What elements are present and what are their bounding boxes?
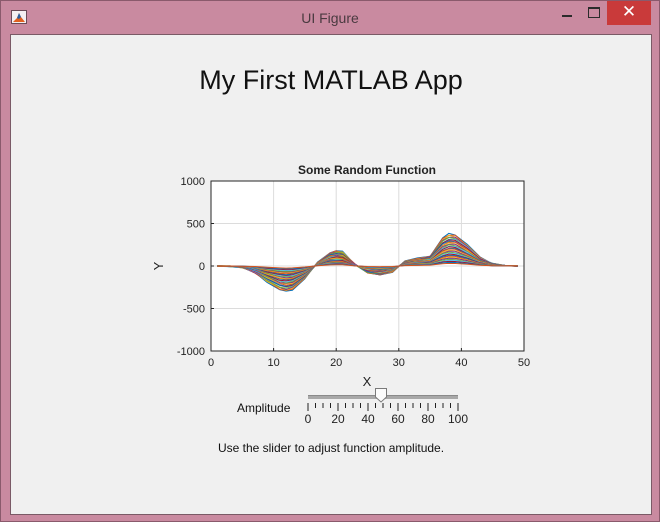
amplitude-slider-thumb[interactable] — [375, 388, 387, 403]
slider-tick-label: 60 — [391, 412, 405, 426]
y-tick-label: -500 — [183, 304, 205, 316]
x-axis-label: X — [363, 374, 372, 389]
y-tick-label: 500 — [187, 219, 205, 231]
x-tick-label: 40 — [455, 357, 467, 369]
chart-title: Some Random Function — [298, 163, 436, 177]
slider-tick-label: 0 — [305, 412, 312, 426]
series-lines — [217, 232, 518, 292]
slider-tick-label: 80 — [421, 412, 435, 426]
y-tick-label: 1000 — [181, 176, 205, 188]
x-tick-label: 10 — [267, 357, 279, 369]
y-tick-label: 0 — [199, 261, 205, 273]
x-tick-label: 0 — [208, 357, 214, 369]
minimize-button[interactable] — [553, 1, 581, 25]
y-axis-label: Y — [151, 261, 166, 270]
x-tick-label: 30 — [393, 357, 405, 369]
figure-content: My First MATLAB App Some Random Function… — [10, 34, 652, 515]
matlab-logo-icon — [11, 10, 27, 24]
window-title: UI Figure — [301, 10, 359, 26]
close-icon: ✕ — [621, 2, 637, 22]
amplitude-label: Amplitude — [237, 401, 291, 415]
close-button[interactable]: ✕ — [607, 1, 651, 25]
series-line — [217, 262, 518, 269]
x-tick-label: 20 — [330, 357, 342, 369]
title-bar[interactable]: UI Figure ✕ — [1, 1, 659, 33]
plot-axes[interactable]: Some Random Function 0 10 20 30 40 5010005000… — [11, 35, 651, 395]
y-tick-label: -1000 — [177, 346, 205, 358]
slider-tick-label: 40 — [361, 412, 375, 426]
slider-tick-label: 20 — [331, 412, 345, 426]
maximize-button[interactable] — [581, 1, 607, 25]
app-heading: My First MATLAB App — [199, 65, 463, 95]
axis-ticks: 0 10 20 30 40 50 1000 500 0 -500 -1000 — [177, 176, 530, 369]
slider-tick-label: 100 — [448, 412, 468, 426]
x-tick-label: 50 — [518, 357, 530, 369]
instruction-text: Use the slider to adjust function amplit… — [217, 441, 445, 455]
